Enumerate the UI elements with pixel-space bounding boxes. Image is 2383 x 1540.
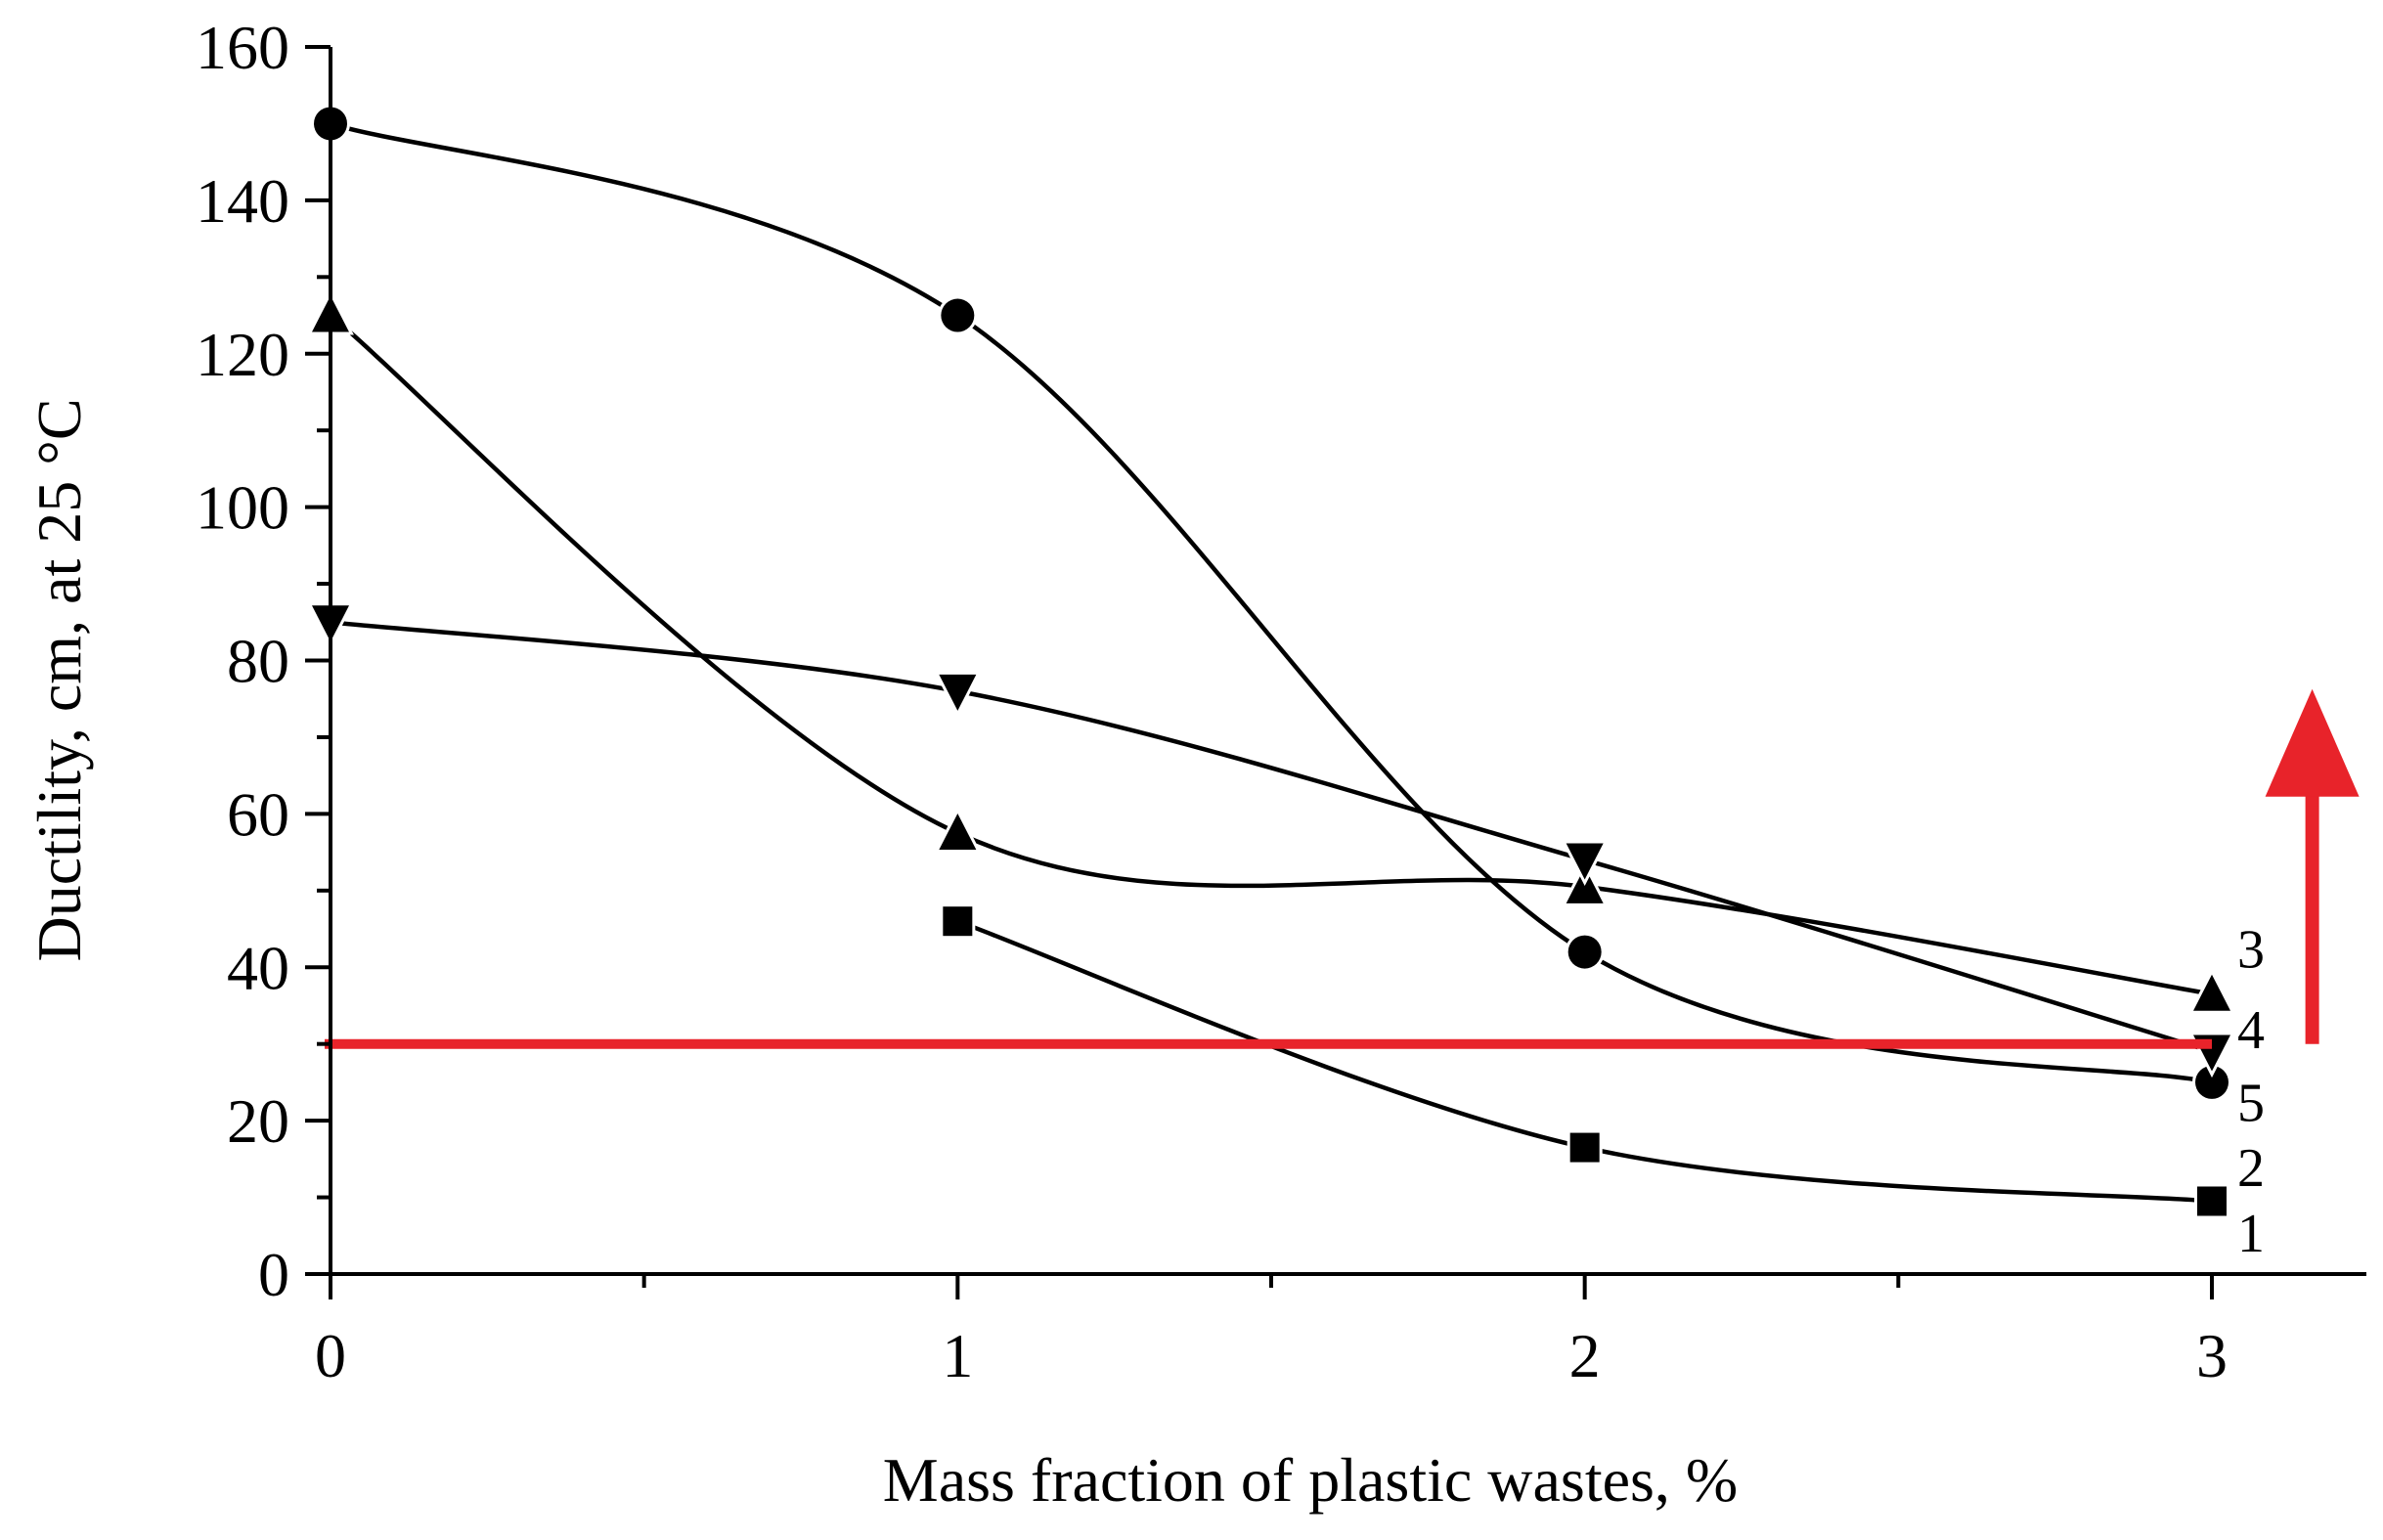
- series-1-point: [2194, 1183, 2229, 1219]
- series-1-point: [1567, 1129, 1603, 1166]
- series-3-point: [934, 807, 982, 853]
- y-tick-label: 40: [227, 933, 289, 1002]
- series-2-line: [328, 121, 2215, 1085]
- series-3-point: [2188, 968, 2235, 1014]
- x-tick-label: 2: [1569, 1321, 1601, 1390]
- y-tick-label: 60: [227, 779, 289, 849]
- y-tick-label: 120: [196, 320, 289, 389]
- series-3-line: [328, 313, 2215, 996]
- x-tick-label: 1: [942, 1321, 973, 1390]
- series-4-line: [328, 620, 2215, 1054]
- x-tick-label: 0: [315, 1321, 346, 1390]
- x-tick-label: 3: [2196, 1321, 2228, 1390]
- y-tick-label: 100: [196, 473, 289, 543]
- y-tick-label: 140: [196, 166, 289, 236]
- y-tick-label: 20: [227, 1086, 289, 1156]
- y-tick-label: 0: [258, 1240, 289, 1309]
- series-2-point: [938, 295, 978, 335]
- series-4-point: [1561, 840, 1609, 887]
- series-label-3: 3: [2237, 920, 2265, 981]
- x-axis-title: Mass fraction of plastic wastes, %: [883, 1445, 1738, 1515]
- series-label-1: 1: [2237, 1204, 2265, 1264]
- y-axis-title: Ductility, cm, at 25 °C: [24, 398, 94, 961]
- series-label-2: 2: [2237, 1138, 2265, 1199]
- series-1-point: [940, 903, 976, 940]
- series-label-5: 5: [2237, 1074, 2265, 1134]
- series-label-4: 4: [2237, 1000, 2265, 1061]
- arrow-head: [2265, 688, 2360, 797]
- plot-area: 3 4 521: [307, 104, 2360, 1264]
- y-tick-label: 80: [227, 627, 289, 696]
- series-2-point: [1565, 932, 1605, 972]
- y-tick-label: 160: [196, 13, 289, 82]
- series-4-point: [934, 671, 982, 718]
